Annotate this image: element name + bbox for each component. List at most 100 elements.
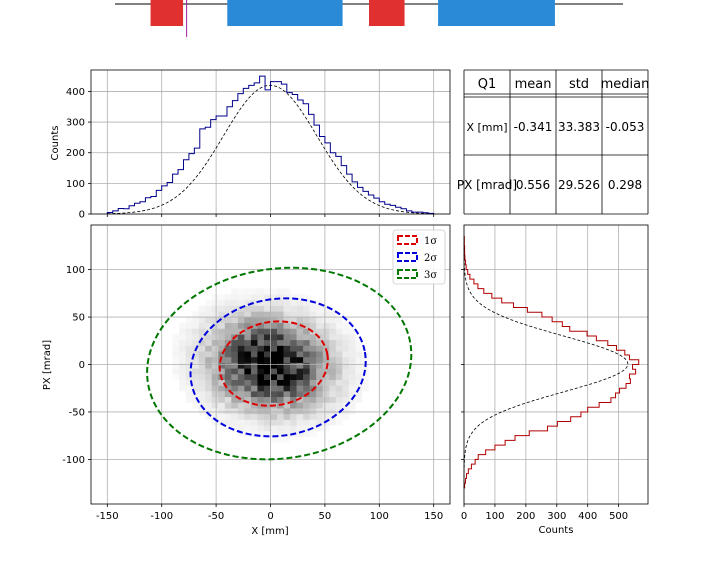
- heatmap-cell: [250, 419, 258, 426]
- heatmap-cell: [218, 368, 226, 375]
- heatmap-cell: [172, 362, 180, 369]
- heatmap-cell: [231, 391, 239, 398]
- heatmap-cell: [309, 379, 317, 386]
- heatmap-cell: [224, 334, 232, 341]
- heatmap-cell: [277, 436, 284, 443]
- heatmap-cell: [211, 373, 219, 380]
- heatmap-cell: [237, 419, 245, 426]
- heatmap-cell: [218, 322, 226, 329]
- heatmap-cell: [309, 402, 317, 409]
- heatmap-cell: [348, 362, 356, 369]
- heatmap-cell: [342, 362, 350, 369]
- heatmap-cell: [296, 391, 304, 398]
- heatmap-cell: [224, 373, 232, 380]
- heatmap-cell: [303, 368, 310, 375]
- heatmap-cell: [322, 351, 330, 358]
- phase-space-xtick-label: 100: [370, 511, 389, 522]
- heatmap-cell: [290, 362, 297, 369]
- heatmap-cell: [335, 373, 343, 380]
- heatmap-cell: [211, 396, 219, 403]
- heatmap-cell: [303, 356, 310, 363]
- heatmap-cell: [172, 345, 180, 352]
- heatmap-cell: [329, 419, 337, 426]
- heatmap-cell: [257, 322, 265, 329]
- heatmap-cell: [205, 311, 213, 318]
- heatmap-cell: [211, 299, 219, 306]
- heatmap-cell: [244, 294, 252, 301]
- heatmap-cell: [296, 311, 304, 318]
- heatmap-cell: [277, 419, 284, 426]
- heatmap-cell: [329, 351, 337, 358]
- heatmap-cell: [296, 430, 304, 437]
- px-histogram-xtick-label: 0: [461, 511, 467, 522]
- heatmap-cell: [270, 413, 278, 420]
- heatmap-cell: [198, 328, 206, 335]
- heatmap-cell: [231, 368, 239, 375]
- heatmap-cell: [237, 322, 245, 329]
- heatmap-cell: [185, 368, 193, 375]
- heatmap-cell: [211, 305, 219, 312]
- heatmap-cell: [218, 396, 226, 403]
- heatmap-cell: [296, 328, 304, 335]
- heatmap-cell: [270, 425, 278, 432]
- heatmap-cell: [192, 379, 199, 386]
- heatmap-cell: [250, 345, 258, 352]
- phase-space-xtick-label: -50: [208, 511, 224, 522]
- legend-label: 1σ: [424, 236, 437, 247]
- heatmap-cell: [257, 368, 265, 375]
- heatmap-cell: [277, 396, 284, 403]
- heatmap-cell: [224, 328, 232, 335]
- phase-space-plot: -150 -100 -50 0 50 100 150 -100 -50 0 50 100 X [mm…: [42, 224, 451, 537]
- heatmap-cell: [316, 345, 324, 352]
- heatmap-cell: [231, 317, 239, 324]
- heatmap-cell: [290, 408, 297, 415]
- heatmap-cell: [224, 391, 232, 398]
- heatmap-cell: [185, 379, 193, 386]
- heatmap-cell: [270, 317, 278, 324]
- heatmap-cell: [192, 356, 199, 363]
- heatmap-cell: [296, 373, 304, 380]
- heatmap-cell: [342, 334, 350, 341]
- heatmap-cell: [257, 334, 265, 341]
- heatmap-cell: [296, 425, 304, 432]
- heatmap-cell: [355, 373, 363, 380]
- heatmap-cell: [218, 408, 226, 415]
- heatmap-cell: [277, 328, 284, 335]
- heatmap-cell: [303, 408, 310, 415]
- heatmap-cell: [231, 402, 239, 409]
- heatmap-cell: [329, 328, 337, 335]
- heatmap-cell: [263, 339, 271, 346]
- heatmap-cell: [283, 391, 291, 398]
- heatmap-cell: [218, 391, 226, 398]
- heatmap-cell: [263, 328, 271, 335]
- table-cell-x-mean: -0.341: [514, 120, 553, 134]
- heatmap-cell: [303, 419, 310, 426]
- heatmap-cell: [224, 413, 232, 420]
- heatmap-cell: [290, 305, 297, 312]
- x-histogram-steps: [106, 75, 435, 214]
- heatmap-cell: [244, 305, 252, 312]
- heatmap-cell: [224, 385, 232, 392]
- stats-table: Q1 mean std median X [mm] -0.341 33.383 …: [457, 69, 649, 215]
- heatmap-cell: [237, 430, 245, 437]
- heatmap-cell: [257, 339, 265, 346]
- heatmap-cell: [361, 385, 369, 392]
- heatmap-cell: [316, 351, 324, 358]
- heatmap-cell: [309, 356, 317, 363]
- heatmap-cell: [342, 391, 350, 398]
- heatmap-cell: [329, 322, 337, 329]
- heatmap-cell: [309, 408, 317, 415]
- heatmap-cell: [263, 305, 271, 312]
- heatmap-cell: [224, 402, 232, 409]
- heatmap-cell: [205, 373, 213, 380]
- x-histogram-ytick-label: 200: [66, 148, 85, 159]
- heatmap-cell: [263, 373, 271, 380]
- heatmap-cell: [218, 356, 226, 363]
- heatmap-cell: [290, 328, 297, 335]
- heatmap-cell: [335, 328, 343, 335]
- heatmap-cell: [185, 334, 193, 341]
- heatmap-cell: [270, 351, 278, 358]
- heatmap-cell: [283, 402, 291, 409]
- heatmap-cell: [342, 339, 350, 346]
